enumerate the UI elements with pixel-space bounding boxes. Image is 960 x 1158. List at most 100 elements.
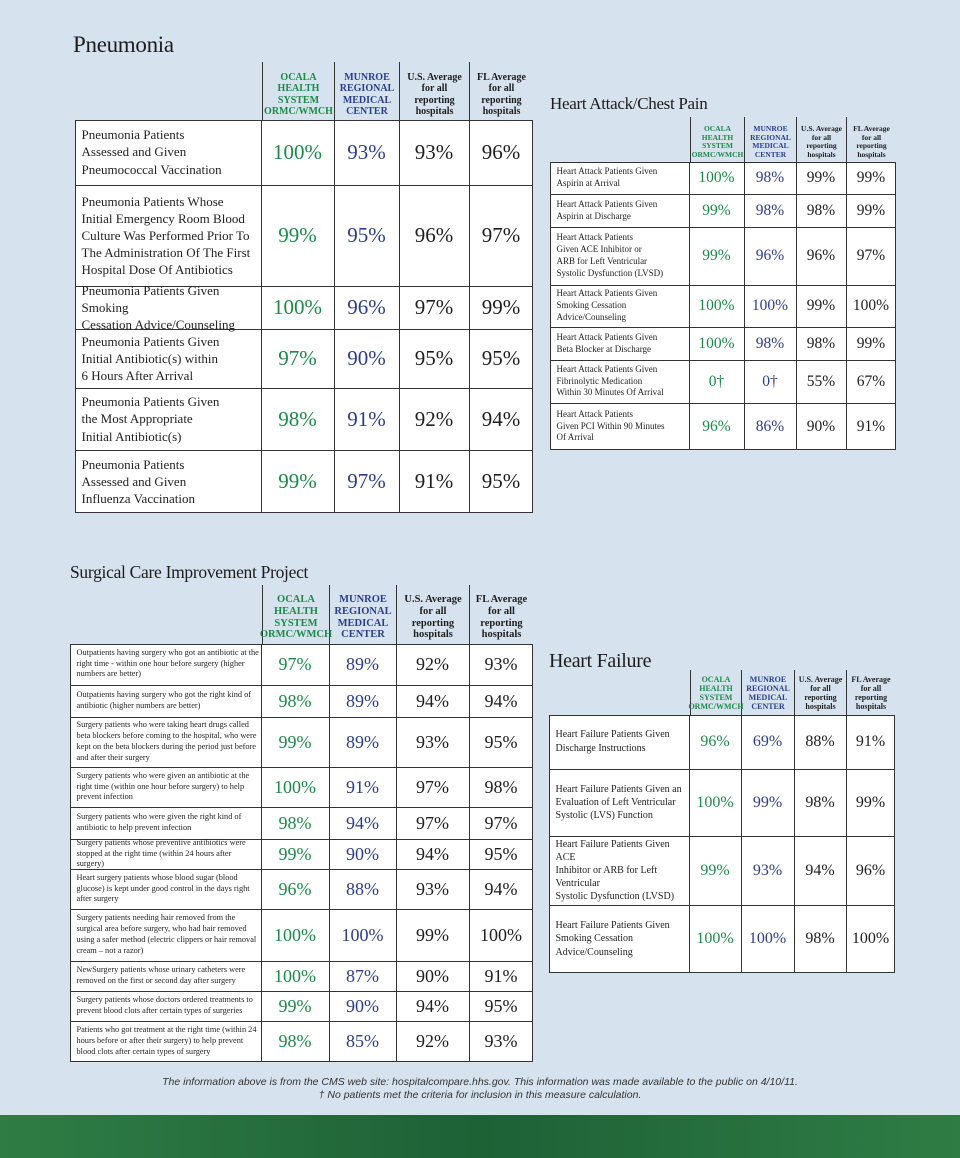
value-cell: 69% <box>741 714 795 770</box>
value-cell: 100% <box>261 286 335 330</box>
value-cell: 99% <box>846 770 895 837</box>
value-cell: 97% <box>396 807 470 840</box>
row-label: Surgery patients whose preventive antibi… <box>69 838 262 870</box>
value-cell: 100% <box>744 285 797 328</box>
value-cell: 97% <box>261 329 335 389</box>
value-cell: 97% <box>469 808 533 840</box>
value-cell: 100% <box>689 327 745 361</box>
row-label: Surgery patients who were taking heart d… <box>69 717 262 768</box>
value-cell: 96% <box>689 714 742 770</box>
row-label: Heart surgery patients whose blood sugar… <box>69 869 262 910</box>
value-cell: 100% <box>742 905 795 973</box>
column-header: FL Average for all reporting hospitals <box>853 124 890 159</box>
value-cell: 92% <box>397 1021 470 1062</box>
table: Heart Failure Patients Given Discharge I… <box>548 714 895 973</box>
column-header: MUNROE REGIONAL MEDICAL CENTER <box>742 670 795 715</box>
row-label: Heart Attack Patients Given Beta Blocker… <box>549 327 690 361</box>
value-cell: 99% <box>396 909 470 962</box>
table: Outpatients having surgery who got an an… <box>69 643 533 1062</box>
value-cell: 100% <box>851 930 890 947</box>
value-cell: 96% <box>690 403 745 450</box>
row-label: Heart Failure Patients Given Discharge I… <box>548 714 690 770</box>
value-cell: 86% <box>745 403 797 450</box>
row-label: Pneumonia Patients Whose Initial Emergen… <box>74 185 262 287</box>
value-cell: 88% <box>329 869 397 910</box>
value-cell: 67% <box>846 361 896 404</box>
column-header: FL Average for all reporting hospitals <box>475 594 528 641</box>
value-cell: 100% <box>261 961 330 992</box>
column-header: FL Average for all reporting hospitals <box>851 675 891 712</box>
table: Heart Attack Patients Given Aspirin at A… <box>549 161 896 450</box>
value-cell: 99% <box>796 161 847 195</box>
value-cell: 89% <box>329 643 397 686</box>
value-cell: 97% <box>846 228 896 286</box>
value-cell: 95% <box>481 469 521 493</box>
value-cell: 97% <box>399 286 470 330</box>
column-header: OCALA HEALTH SYSTEM ORMC/WMCH <box>262 62 335 120</box>
row-label: Pneumonia Patients Assessed and Given In… <box>75 450 262 513</box>
source-note: The information above is from the CMS we… <box>162 1076 798 1088</box>
row-label: Surgery patients who were given an antib… <box>69 767 262 808</box>
value-cell: 98% <box>744 194 797 228</box>
value-cell: 91% <box>846 715 895 770</box>
value-cell: 99% <box>469 287 533 330</box>
value-cell: 95% <box>469 992 533 1022</box>
column-header: OCALA HEALTH SYSTEM ORMC/WMCH <box>688 670 744 715</box>
value-cell: 87% <box>329 961 397 992</box>
row-label: Heart Attack Patients Given Aspirin at A… <box>549 161 690 195</box>
value-cell: 90% <box>334 329 400 389</box>
value-cell: 94% <box>469 389 533 451</box>
value-cell: 98% <box>261 685 330 718</box>
row-label: Outpatients having surgery who got an an… <box>69 643 262 686</box>
value-cell: 98% <box>261 388 335 451</box>
value-cell: 98% <box>744 327 797 361</box>
section-title: Surgical Care Improvement Project <box>70 562 309 582</box>
row-label: Heart Failure Patients Given an Evaluati… <box>548 769 690 837</box>
value-cell: 99% <box>846 328 896 361</box>
value-cell: 55% <box>796 360 847 404</box>
value-cell: 93% <box>396 869 470 910</box>
section-title: Heart Failure <box>549 650 652 672</box>
value-cell: 100% <box>261 767 330 808</box>
value-cell: 99% <box>261 717 330 768</box>
row-label: Pneumonia Patients Given Smoking Cessati… <box>74 283 262 332</box>
value-cell: 85% <box>330 1021 397 1062</box>
value-cell: 92% <box>399 388 470 451</box>
value-cell: 95% <box>469 718 533 768</box>
value-cell: 97% <box>335 450 400 513</box>
value-cell: 91% <box>400 450 470 513</box>
row-label: Surgery patients who were given the righ… <box>69 807 262 840</box>
value-cell: 91% <box>469 962 533 992</box>
value-cell: 89% <box>329 717 397 768</box>
value-cell: 100% <box>261 119 335 186</box>
row-label: Heart Attack Patients Given Aspirin at D… <box>549 194 690 228</box>
value-cell: 100% <box>689 285 745 328</box>
value-cell: 91% <box>329 767 397 808</box>
row-label: Heart Failure Patients Given ACE Inhibit… <box>548 836 690 906</box>
value-cell: 99% <box>261 991 330 1022</box>
section-title: Pneumonia <box>73 32 174 57</box>
column-header: U.S. Average for all reporting hospitals <box>397 585 470 644</box>
value-cell: 91% <box>334 388 400 451</box>
value-cell: 88% <box>794 714 847 770</box>
column-header: U.S. Average for all reporting hospitals <box>400 62 470 120</box>
column-header: MUNROE REGIONAL MEDICAL CENTER <box>335 62 400 120</box>
value-cell: 94% <box>396 685 470 718</box>
value-cell: 98% <box>262 1021 330 1062</box>
value-cell: 97% <box>261 643 330 686</box>
row-label: Patients who got treatment at the right … <box>70 1021 262 1062</box>
value-cell: 98% <box>469 768 533 808</box>
value-cell: 96% <box>846 837 895 906</box>
value-cell: 90% <box>329 991 397 1022</box>
value-cell: 100% <box>689 161 745 195</box>
value-cell: 95% <box>469 840 533 870</box>
value-cell: 99% <box>689 836 742 906</box>
value-cell: 99% <box>846 162 896 195</box>
value-cell: 99% <box>846 195 896 228</box>
value-cell: 100% <box>469 910 533 962</box>
footnote: † No patients met the criteria for inclu… <box>318 1089 642 1101</box>
value-cell: 89% <box>329 685 397 718</box>
value-cell: 98% <box>796 194 847 228</box>
value-cell: 94% <box>469 686 533 718</box>
value-cell: 96% <box>399 185 470 287</box>
